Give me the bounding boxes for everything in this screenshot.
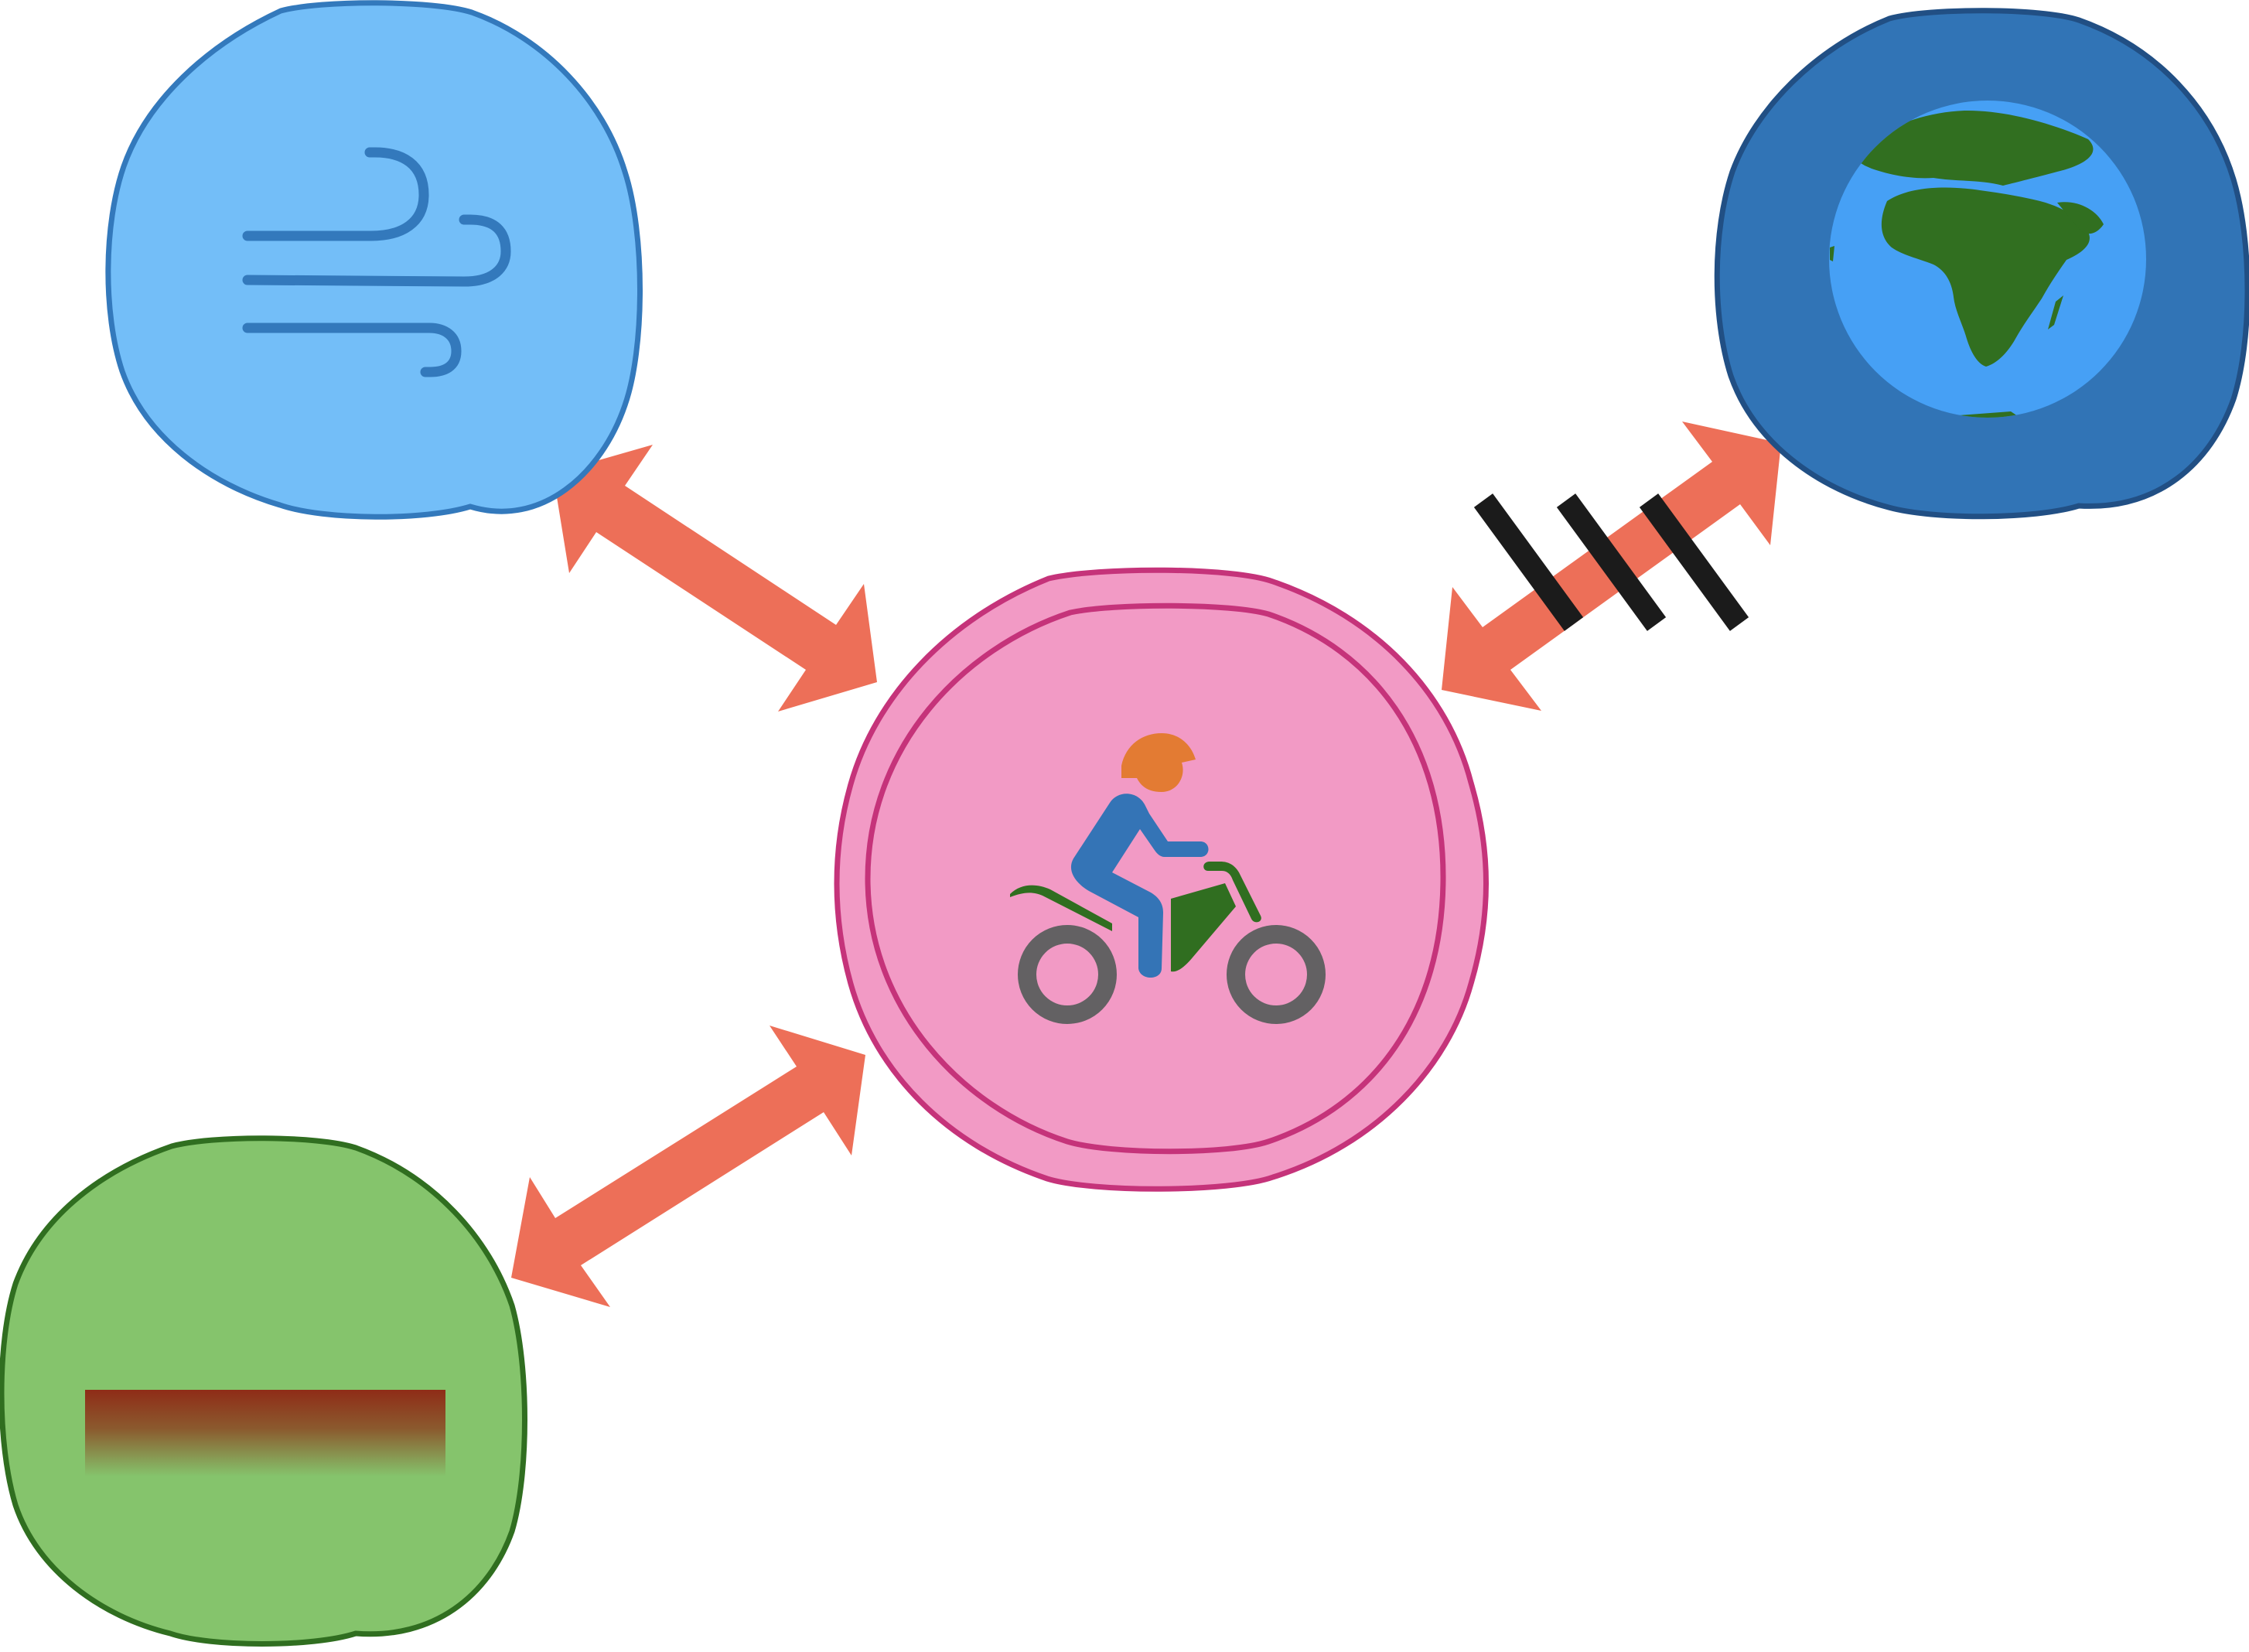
motorcycle-rider-icon [1010, 733, 1326, 1024]
ground-node[interactable] [0, 1135, 527, 1647]
earth-node[interactable] [1714, 8, 2249, 520]
center-node-inner-ring [865, 602, 1446, 1155]
bike-frame [1010, 862, 1261, 972]
block-mark-2 [1556, 493, 1667, 631]
rear-wheel-icon [1018, 925, 1117, 1024]
rider-body [1070, 794, 1209, 978]
block-mark-1 [1473, 493, 1584, 631]
wind-node[interactable] [105, 0, 643, 520]
globe-icon [1829, 101, 2146, 418]
blocked-connection-marks [1473, 493, 1749, 631]
wind-icon [242, 147, 511, 377]
wind-node-shape [105, 0, 643, 520]
arrow-center-ground [511, 1026, 865, 1307]
block-mark-3 [1639, 493, 1749, 631]
center-node[interactable] [834, 567, 1489, 1192]
arrow-center-wind [553, 445, 877, 712]
ground-surface-icon [85, 1390, 445, 1476]
helmet-icon [1121, 733, 1196, 792]
front-wheel-icon [1227, 925, 1326, 1024]
